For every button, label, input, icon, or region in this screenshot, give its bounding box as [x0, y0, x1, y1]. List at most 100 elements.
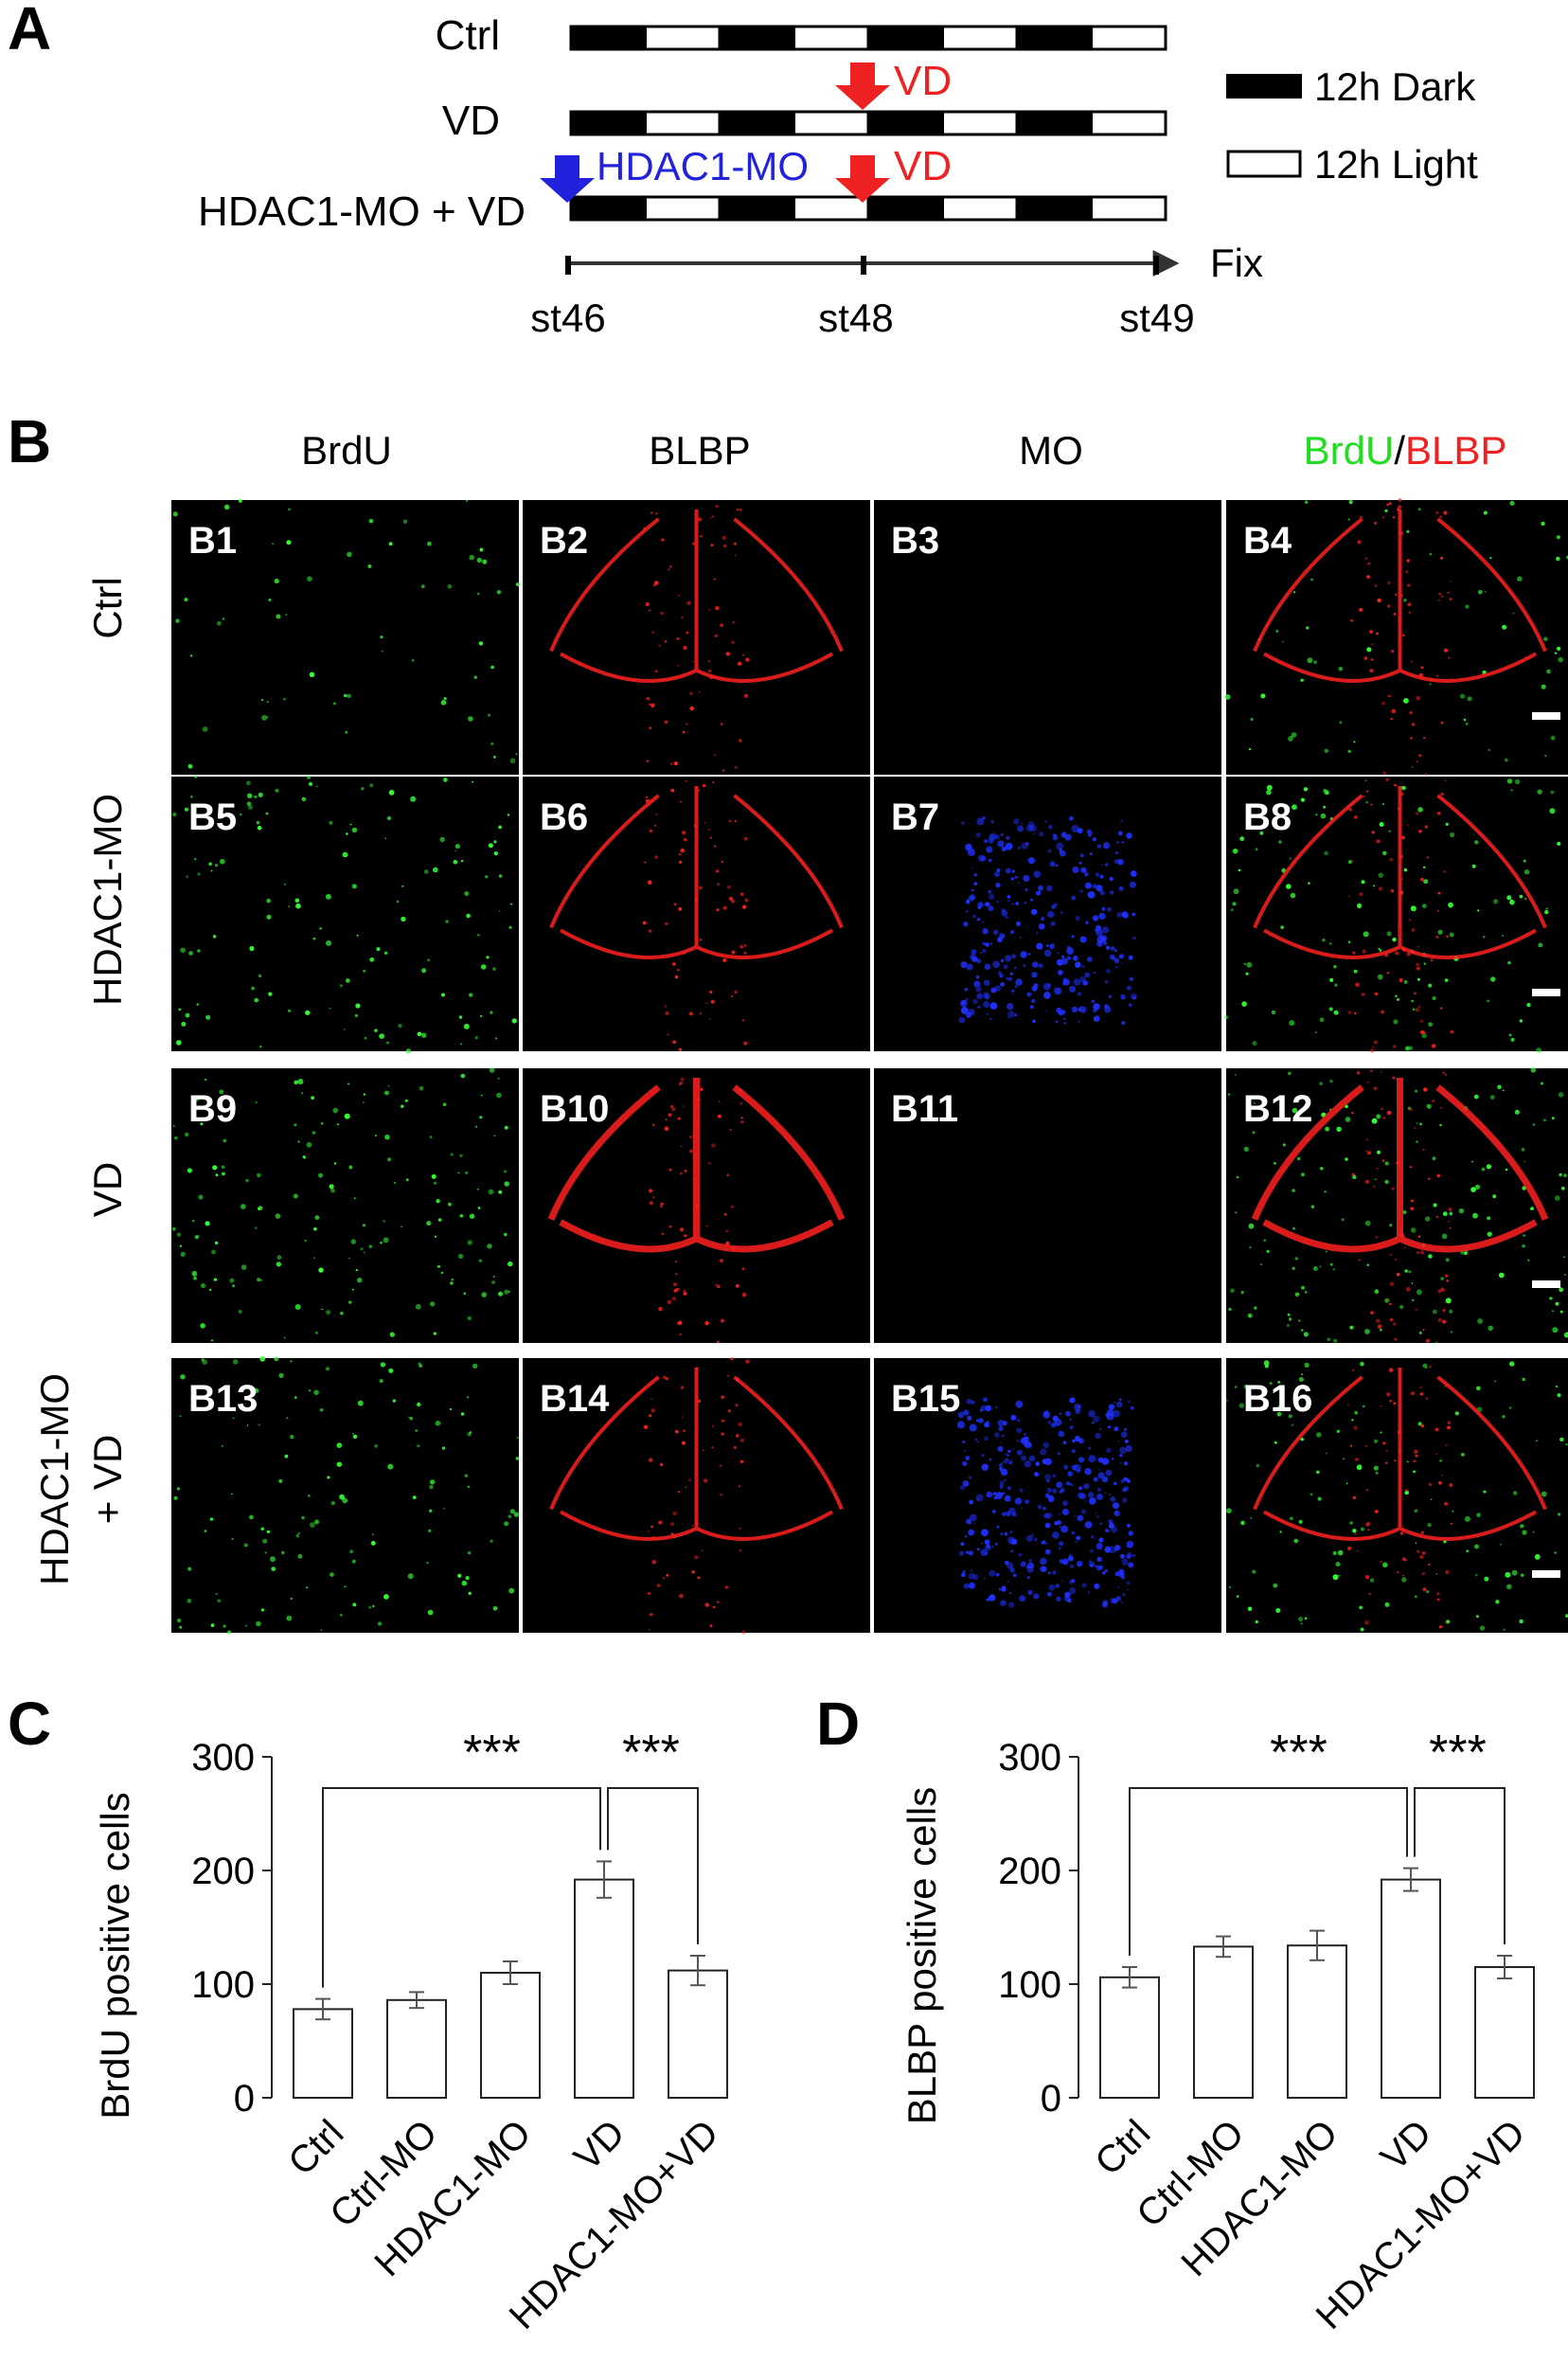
fluorescence-speck — [1488, 1325, 1493, 1332]
fluorescence-speck — [1015, 1400, 1024, 1408]
fluorescence-speck — [1546, 669, 1551, 674]
fluorescence-speck — [1397, 1571, 1399, 1574]
fluorescence-speck — [1030, 908, 1038, 915]
fluorescence-speck — [1439, 515, 1442, 518]
fluorescence-speck — [1000, 1600, 1007, 1606]
fluorescence-speck — [433, 1332, 437, 1335]
micrograph-panel-label: B4 — [1243, 520, 1292, 562]
fluorescence-speck — [1523, 869, 1530, 875]
fluorescence-speck — [417, 1444, 420, 1448]
fluorescence-speck — [1025, 841, 1029, 846]
fluorescence-speck — [1399, 1531, 1404, 1535]
fluorescence-speck — [649, 1201, 653, 1206]
fluorescence-speck — [1432, 1309, 1437, 1315]
fluorescence-speck — [178, 1008, 182, 1011]
fluorescence-speck — [1365, 1445, 1367, 1447]
fluorescence-speck — [1381, 1071, 1383, 1074]
fluorescence-speck — [963, 1583, 970, 1589]
fluorescence-speck — [737, 661, 742, 666]
fluorescence-speck — [645, 798, 650, 804]
fluorescence-speck — [498, 1190, 503, 1194]
fluorescence-speck — [1520, 1524, 1524, 1529]
fluorescence-speck — [1116, 912, 1123, 918]
fluorescence-speck — [451, 1279, 454, 1281]
fluorescence-speck — [1233, 888, 1239, 895]
fluorescence-speck — [1316, 1432, 1322, 1438]
fluorescence-speck — [1368, 1592, 1371, 1596]
fluorescence-speck — [1447, 1539, 1449, 1542]
fluorescence-speck — [700, 535, 703, 538]
fluorescence-speck — [1465, 604, 1470, 609]
fluorescence-speck — [1007, 1486, 1011, 1491]
column-header-brdu: BrdU — [301, 428, 392, 473]
fluorescence-speck — [1031, 972, 1038, 978]
fluorescence-speck — [491, 1280, 495, 1284]
fluorescence-speck — [1502, 1089, 1505, 1092]
fluorescence-speck — [1021, 1507, 1023, 1510]
micrograph-b1: B1 — [171, 499, 520, 775]
fluorescence-speck — [1417, 761, 1418, 762]
fluorescence-speck — [1333, 1338, 1338, 1343]
fluorescence-speck — [1444, 1502, 1448, 1506]
fluorescence-speck — [1475, 1574, 1478, 1577]
fluorescence-speck — [727, 1409, 731, 1413]
fluorescence-speck — [709, 674, 714, 680]
fluorescence-speck — [1448, 1207, 1452, 1212]
fluorescence-speck — [1235, 1211, 1238, 1214]
merge-header-sep: / — [1394, 428, 1405, 473]
fluorescence-speck — [193, 821, 196, 825]
fluorescence-speck — [1360, 1361, 1364, 1367]
fluorescence-speck — [1044, 1522, 1051, 1529]
legend-dark-swatch — [1226, 74, 1302, 98]
fluorescence-speck — [1245, 972, 1249, 975]
fluorescence-speck — [1481, 1167, 1486, 1172]
fluorescence-speck — [702, 784, 706, 788]
fluorescence-speck — [202, 726, 208, 732]
fluorescence-speck — [1046, 1591, 1052, 1597]
fluorescence-speck — [1440, 595, 1444, 599]
fluorescence-speck — [1000, 1492, 1004, 1495]
fluorescence-speck — [1031, 1436, 1034, 1439]
fluorescence-speck — [200, 1282, 206, 1289]
fluorescence-speck — [679, 1333, 682, 1335]
fluorescence-speck — [355, 1003, 361, 1009]
fluorescence-speck — [671, 1107, 676, 1112]
fluorescence-speck — [240, 1204, 246, 1209]
fluorescence-speck — [411, 658, 415, 662]
fluorescence-speck — [392, 1399, 396, 1403]
fluorescence-speck — [258, 792, 263, 797]
fluorescence-speck — [1110, 890, 1114, 895]
fluorescence-speck — [978, 1418, 984, 1423]
fluorescence-speck — [982, 921, 985, 923]
fluorescence-speck — [1015, 902, 1020, 905]
fluorescence-speck — [1021, 822, 1024, 825]
fluorescence-speck — [1363, 656, 1368, 661]
fluorescence-speck — [1424, 773, 1428, 777]
panel-b: B BrdU BLBP MO BrdU/BLBP Ctrl HDAC1-MO V… — [8, 407, 1568, 1635]
fluorescence-speck — [1554, 1551, 1557, 1554]
fluorescence-speck — [1036, 942, 1043, 950]
fluorescence-speck — [276, 1255, 282, 1260]
fluorescence-speck — [1247, 1606, 1253, 1612]
fluorescence-speck — [1423, 879, 1429, 885]
fluorescence-speck — [1004, 1560, 1009, 1566]
fluorescence-speck — [1027, 821, 1035, 828]
fluorescence-speck — [1241, 1001, 1247, 1007]
fluorescence-speck — [1439, 1007, 1443, 1010]
fluorescence-speck — [1104, 1004, 1109, 1010]
fluorescence-speck — [1292, 1107, 1298, 1114]
fluorescence-speck — [258, 1423, 260, 1426]
legend-light-swatch — [1226, 150, 1302, 178]
fluorescence-speck — [998, 1588, 1002, 1591]
fluorescence-speck — [1038, 963, 1043, 969]
fluorescence-speck — [479, 1116, 483, 1119]
fluorescence-speck — [1044, 820, 1047, 823]
micrograph-b3: B3 — [874, 500, 1221, 775]
fluorescence-speck — [1408, 919, 1411, 922]
fluorescence-speck — [374, 1029, 378, 1032]
fluorescence-speck — [1036, 932, 1039, 935]
fluorescence-speck — [1078, 861, 1082, 865]
fluorescence-speck — [1445, 1569, 1450, 1575]
fluorescence-speck — [314, 1519, 319, 1525]
fluorescence-speck — [1343, 1458, 1345, 1460]
